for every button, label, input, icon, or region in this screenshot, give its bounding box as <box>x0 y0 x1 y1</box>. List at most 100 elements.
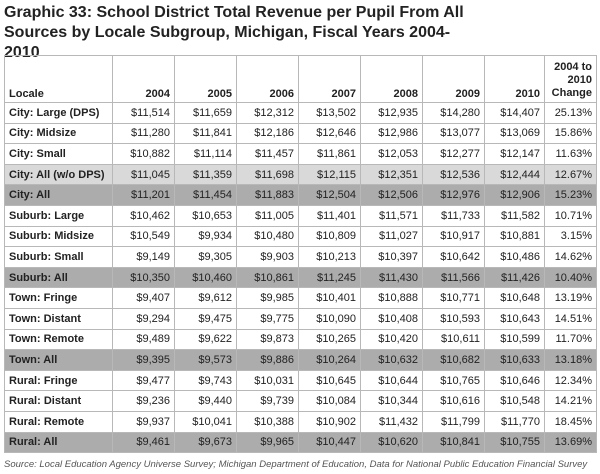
table-row: Town: Fringe $9,407 $9,612 $9,985 $10,401 $10… <box>4 287 597 309</box>
cell: $10,917 <box>422 225 485 248</box>
cell: $11,245 <box>298 266 361 289</box>
cell: $10,090 <box>298 307 361 330</box>
row-label: Suburb: Small <box>4 246 113 268</box>
cell: 13.69% <box>544 431 597 454</box>
cell: $12,312 <box>236 102 299 124</box>
cell: 25.13% <box>544 102 597 124</box>
cell: $10,881 <box>484 225 545 248</box>
cell: 12.67% <box>544 163 597 186</box>
cell: $12,351 <box>360 163 423 186</box>
title: Graphic 33: School District Total Revenu… <box>4 4 464 61</box>
cell: $11,430 <box>360 266 423 289</box>
table-row: City: Midsize $11,280 $11,841 $12,186 $12,64… <box>4 122 597 145</box>
cell: $9,934 <box>174 225 237 248</box>
cell: $14,407 <box>484 102 545 124</box>
cell: $10,593 <box>422 307 485 330</box>
row-label: Suburb: Large <box>4 204 113 227</box>
cell: $9,739 <box>236 390 299 412</box>
row-label: Town: Fringe <box>4 287 113 309</box>
column-header: 2008 <box>360 55 423 103</box>
cell: $10,642 <box>422 246 485 268</box>
cell: $9,573 <box>174 349 237 371</box>
cell: $10,420 <box>360 328 423 351</box>
cell: $10,632 <box>360 349 423 371</box>
cell: 15.86% <box>544 122 597 145</box>
table-body: City: Large (DPS) $11,514 $11,659 $12,312 $1… <box>4 102 597 454</box>
cell: 3.15% <box>544 225 597 248</box>
cell: $11,582 <box>484 204 545 227</box>
cell: $10,548 <box>484 390 545 412</box>
cell: $9,937 <box>112 410 175 433</box>
cell: $9,743 <box>174 369 237 392</box>
cell: $10,809 <box>298 225 361 248</box>
cell: 14.21% <box>544 390 597 412</box>
cell: $10,771 <box>422 287 485 309</box>
cell: $10,084 <box>298 390 361 412</box>
cell: $10,388 <box>236 410 299 433</box>
row-label: Rural: Fringe <box>4 369 113 392</box>
cell: $9,873 <box>236 328 299 351</box>
table-row: Suburb: Small $9,149 $9,305 $9,903 $10,213 $1… <box>4 246 597 268</box>
cell: $10,755 <box>484 431 545 454</box>
cell: $10,611 <box>422 328 485 351</box>
table-row: Rural: Distant $9,236 $9,440 $9,739 $10,084 $… <box>4 390 597 412</box>
cell: $9,775 <box>236 307 299 330</box>
table-row: Town: All $9,395 $9,573 $9,886 $10,264 $10,63… <box>4 349 597 371</box>
table-row: City: All $11,201 $11,454 $11,883 $12,504 $12… <box>4 184 597 206</box>
table-row: Suburb: Midsize $10,549 $9,934 $10,480 $10,8… <box>4 225 597 248</box>
cell: $10,620 <box>360 431 423 454</box>
cell: $9,903 <box>236 246 299 268</box>
row-label: Rural: Distant <box>4 390 113 412</box>
column-header: 2004 <box>112 55 175 103</box>
cell: $10,486 <box>484 246 545 268</box>
cell: 10.40% <box>544 266 597 289</box>
cell: $10,213 <box>298 246 361 268</box>
cell: $10,401 <box>298 287 361 309</box>
table-row: City: Small $10,882 $11,114 $11,457 $11,861 $… <box>4 143 597 165</box>
table-row: Rural: Fringe $9,477 $9,743 $10,031 $10,645 $… <box>4 369 597 392</box>
cell: $9,886 <box>236 349 299 371</box>
source-note: Source: Local Education Agency Universe … <box>4 459 588 470</box>
column-header: Locale <box>4 55 113 103</box>
column-header: 2010 <box>484 55 545 103</box>
table-row: Suburb: All $10,350 $10,460 $10,861 $11,245 $… <box>4 266 597 289</box>
cell: $11,114 <box>174 143 237 165</box>
cell: $12,906 <box>484 184 545 206</box>
cell: $11,045 <box>112 163 175 186</box>
cell: $12,147 <box>484 143 545 165</box>
cell: $10,462 <box>112 204 175 227</box>
cell: $10,902 <box>298 410 361 433</box>
cell: $9,475 <box>174 307 237 330</box>
column-header: 2007 <box>298 55 361 103</box>
row-label: City: Midsize <box>4 122 113 145</box>
row-label: Town: All <box>4 349 113 371</box>
cell: $10,350 <box>112 266 175 289</box>
cell: $10,646 <box>484 369 545 392</box>
cell: $10,447 <box>298 431 361 454</box>
cell: $9,489 <box>112 328 175 351</box>
cell: $10,264 <box>298 349 361 371</box>
cell: $11,841 <box>174 122 237 145</box>
cell: 18.45% <box>544 410 597 433</box>
cell: $11,883 <box>236 184 299 206</box>
cell: $11,733 <box>422 204 485 227</box>
cell: $10,682 <box>422 349 485 371</box>
cell: $10,643 <box>484 307 545 330</box>
cell: $11,201 <box>112 184 175 206</box>
cell: $11,432 <box>360 410 423 433</box>
row-label: City: All <box>4 184 113 206</box>
cell: $9,305 <box>174 246 237 268</box>
cell: $13,502 <box>298 102 361 124</box>
cell: $11,659 <box>174 102 237 124</box>
row-label: Town: Remote <box>4 328 113 351</box>
cell: $10,397 <box>360 246 423 268</box>
cell: $10,599 <box>484 328 545 351</box>
cell: $12,186 <box>236 122 299 145</box>
cell: 12.34% <box>544 369 597 392</box>
cell: $9,149 <box>112 246 175 268</box>
cell: $11,454 <box>174 184 237 206</box>
row-label: City: Large (DPS) <box>4 102 113 124</box>
cell: $11,770 <box>484 410 545 433</box>
cell: 15.23% <box>544 184 597 206</box>
